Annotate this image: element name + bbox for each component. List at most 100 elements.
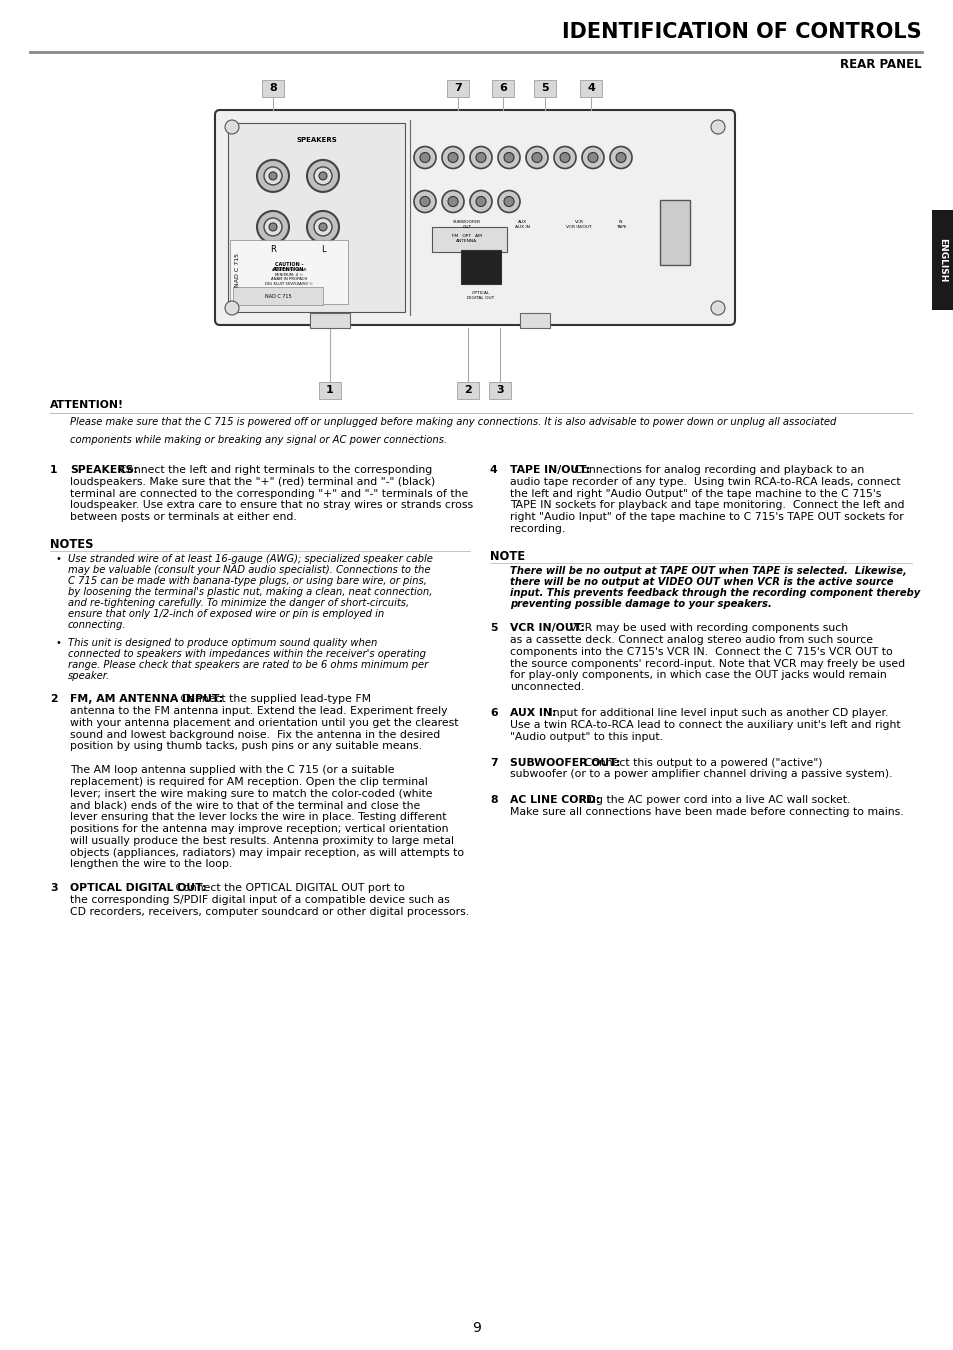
- Circle shape: [414, 190, 436, 212]
- Text: SUBWOOFER
OUT: SUBWOOFER OUT: [453, 220, 480, 228]
- Bar: [230, 240, 348, 304]
- Text: Plug the AC power cord into a live AC wall socket.: Plug the AC power cord into a live AC wa…: [576, 795, 850, 806]
- Text: lengthen the wire to the loop.: lengthen the wire to the loop.: [70, 860, 233, 869]
- FancyBboxPatch shape: [460, 250, 500, 284]
- Circle shape: [256, 159, 289, 192]
- Bar: [579, 80, 601, 96]
- Bar: [228, 123, 405, 312]
- Text: 6: 6: [490, 709, 497, 718]
- Text: 2: 2: [50, 694, 57, 705]
- Text: Connect the OPTICAL DIGITAL OUT port to: Connect the OPTICAL DIGITAL OUT port to: [172, 883, 404, 894]
- Text: 1: 1: [50, 464, 57, 475]
- Bar: [519, 313, 550, 328]
- Text: TAPE IN sockets for playback and tape monitoring.  Connect the left and: TAPE IN sockets for playback and tape mo…: [510, 501, 903, 510]
- Text: unconnected.: unconnected.: [510, 682, 584, 693]
- Text: Connect the supplied lead-type FM: Connect the supplied lead-type FM: [177, 694, 371, 705]
- Text: NOTE: NOTE: [490, 549, 524, 563]
- Text: 3: 3: [50, 883, 57, 894]
- Text: right "Audio Input" of the tape machine to C 715's TAPE OUT sockets for: right "Audio Input" of the tape machine …: [510, 512, 902, 522]
- Text: NOTES: NOTES: [50, 539, 93, 551]
- Text: speaker.: speaker.: [68, 671, 110, 680]
- FancyBboxPatch shape: [214, 109, 734, 325]
- Text: 8: 8: [490, 795, 497, 806]
- Text: FM   OPT   AM
ANTENNA: FM OPT AM ANTENNA: [452, 234, 481, 243]
- Text: will usually produce the best results. Antenna proximity to large metal: will usually produce the best results. A…: [70, 836, 454, 846]
- Text: subwoofer (or to a power amplifier channel driving a passive system).: subwoofer (or to a power amplifier chann…: [510, 769, 892, 779]
- Text: 5: 5: [540, 82, 548, 93]
- Text: sound and lowest background noise.  Fix the antenna in the desired: sound and lowest background noise. Fix t…: [70, 729, 439, 740]
- Text: ENGLISH: ENGLISH: [938, 238, 946, 282]
- Bar: [534, 80, 556, 96]
- Text: 7: 7: [490, 757, 497, 768]
- Text: components while making or breaking any signal or AC power connections.: components while making or breaking any …: [70, 435, 447, 444]
- Text: •: •: [56, 637, 62, 648]
- Text: lever; insert the wire making sure to match the color-coded (white: lever; insert the wire making sure to ma…: [70, 788, 432, 799]
- Bar: [432, 227, 506, 251]
- Circle shape: [476, 153, 485, 162]
- Text: C 715 can be made with banana-type plugs, or using bare wire, or pins,: C 715 can be made with banana-type plugs…: [68, 576, 426, 586]
- Text: Connect the left and right terminals to the corresponding: Connect the left and right terminals to …: [115, 464, 432, 475]
- Circle shape: [441, 147, 463, 169]
- Text: R: R: [270, 246, 275, 254]
- Text: NAD C 715: NAD C 715: [264, 293, 291, 298]
- Circle shape: [497, 147, 519, 169]
- Text: ANAM IN OP AFAR
MINIMUM: 4 ©
ANAM IN PROPACH
DIG KLUIT 50V/50A/50 ©: ANAM IN OP AFAR MINIMUM: 4 © ANAM IN PRO…: [265, 269, 313, 286]
- Bar: [931, 211, 953, 310]
- Text: replacement) is required for AM reception. Open the clip terminal: replacement) is required for AM receptio…: [70, 776, 427, 787]
- Text: SUBWOOFER OUT:: SUBWOOFER OUT:: [510, 757, 619, 768]
- Text: FM, AM ANTENNA INPUT:: FM, AM ANTENNA INPUT:: [70, 694, 223, 705]
- Text: 7: 7: [454, 82, 461, 93]
- Circle shape: [414, 147, 436, 169]
- Text: 4: 4: [490, 464, 497, 475]
- Text: Connect this output to a powered ("active"): Connect this output to a powered ("activ…: [580, 757, 822, 768]
- Circle shape: [264, 167, 282, 185]
- Text: IN
TAPE: IN TAPE: [615, 220, 626, 228]
- Circle shape: [470, 190, 492, 212]
- Text: TAPE IN/OUT:: TAPE IN/OUT:: [510, 464, 590, 475]
- Text: ensure that only 1/2-inch of exposed wire or pin is employed in: ensure that only 1/2-inch of exposed wir…: [68, 609, 384, 620]
- Text: position by using thumb tacks, push pins or any suitable means.: position by using thumb tacks, push pins…: [70, 741, 421, 752]
- Circle shape: [503, 197, 514, 207]
- Text: 8: 8: [269, 82, 276, 93]
- Text: CAUTION -
ATTENTION: CAUTION - ATTENTION: [273, 262, 304, 273]
- Text: connected to speakers with impedances within the receiver's operating: connected to speakers with impedances wi…: [68, 649, 426, 659]
- Circle shape: [581, 147, 603, 169]
- Circle shape: [269, 171, 276, 180]
- Text: OPTICAL
DIGITAL OUT: OPTICAL DIGITAL OUT: [467, 292, 494, 300]
- Circle shape: [497, 190, 519, 212]
- Text: as a cassette deck. Connect analog stereo audio from such source: as a cassette deck. Connect analog stere…: [510, 634, 872, 645]
- Circle shape: [559, 153, 569, 162]
- Text: Make sure all connections have been made before connecting to mains.: Make sure all connections have been made…: [510, 807, 902, 817]
- Circle shape: [470, 147, 492, 169]
- Circle shape: [448, 197, 457, 207]
- Text: 3: 3: [496, 385, 503, 396]
- Bar: [456, 382, 478, 398]
- Text: with your antenna placement and orientation until you get the clearest: with your antenna placement and orientat…: [70, 718, 458, 728]
- Text: NAD C 715: NAD C 715: [234, 252, 240, 288]
- Text: 2: 2: [464, 385, 472, 396]
- Text: Connections for analog recording and playback to an: Connections for analog recording and pla…: [571, 464, 863, 475]
- Text: VCR may be used with recording components such: VCR may be used with recording component…: [565, 624, 847, 633]
- Text: antenna to the FM antenna input. Extend the lead. Experiment freely: antenna to the FM antenna input. Extend …: [70, 706, 447, 716]
- Text: recording.: recording.: [510, 524, 565, 535]
- Text: and re-tightening carefully. To minimize the danger of short-circuits,: and re-tightening carefully. To minimize…: [68, 598, 409, 608]
- Text: positions for the antenna may improve reception; vertical orientation: positions for the antenna may improve re…: [70, 824, 448, 834]
- Text: OPTICAL DIGITAL OUT:: OPTICAL DIGITAL OUT:: [70, 883, 206, 894]
- Circle shape: [318, 171, 327, 180]
- Text: between posts or terminals at either end.: between posts or terminals at either end…: [70, 512, 296, 522]
- Circle shape: [419, 197, 430, 207]
- Bar: [262, 80, 284, 96]
- Text: AUX IN:: AUX IN:: [510, 709, 556, 718]
- Circle shape: [710, 120, 724, 134]
- Circle shape: [532, 153, 541, 162]
- Circle shape: [503, 153, 514, 162]
- Text: loudspeaker. Use extra care to ensure that no stray wires or strands cross: loudspeaker. Use extra care to ensure th…: [70, 501, 473, 510]
- Circle shape: [225, 120, 239, 134]
- Bar: [318, 382, 340, 398]
- Circle shape: [616, 153, 625, 162]
- Circle shape: [225, 301, 239, 315]
- Text: This unit is designed to produce optimum sound quality when: This unit is designed to produce optimum…: [68, 637, 377, 648]
- Text: audio tape recorder of any type.  Using twin RCA-to-RCA leads, connect: audio tape recorder of any type. Using t…: [510, 477, 900, 487]
- Circle shape: [314, 217, 332, 236]
- Text: VCR IN/OUT:: VCR IN/OUT:: [510, 624, 584, 633]
